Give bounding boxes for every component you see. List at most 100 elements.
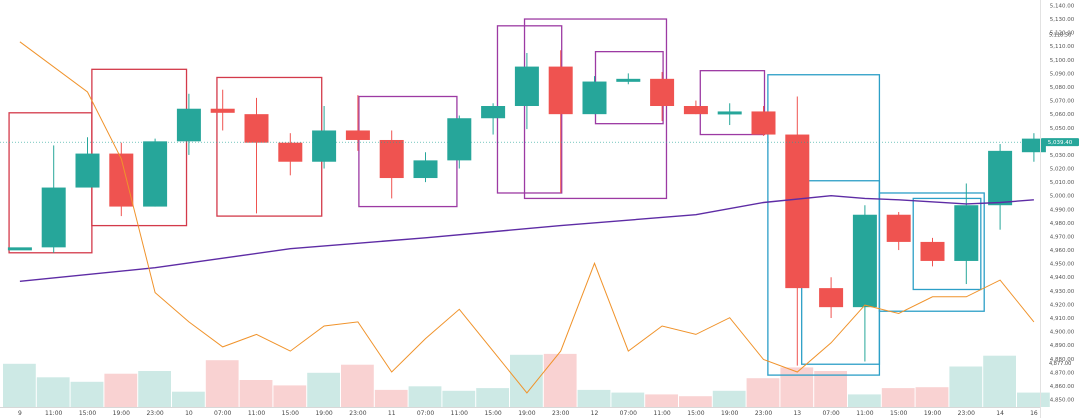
- y-tick-label: 5,120.00: [1050, 31, 1075, 37]
- highlight-box: [358, 95, 458, 208]
- x-tick-label: 19:00: [518, 410, 535, 417]
- volume-bar: [205, 360, 239, 407]
- x-tick-label: 14: [996, 410, 1004, 417]
- x-tick-label: 23:00: [958, 410, 975, 417]
- y-tick-label: 4,870.00: [1050, 370, 1075, 376]
- volume-bar: [510, 354, 543, 407]
- candle-body: [7, 247, 32, 251]
- y-tick-label: 5,010.00: [1050, 180, 1075, 186]
- x-tick-label: 15:00: [890, 410, 907, 417]
- volume-bar: [36, 377, 70, 407]
- volume-bar: [172, 391, 205, 407]
- y-tick-label: 5,050.00: [1050, 126, 1075, 132]
- volume-bar: [645, 394, 678, 407]
- side-label-high: 5,118.50: [1049, 33, 1071, 39]
- volume-bar: [746, 378, 780, 407]
- candle-body: [312, 130, 337, 162]
- y-tick-label: 5,070.00: [1050, 99, 1075, 105]
- x-tick-label: 07:00: [417, 410, 434, 417]
- candle-body: [41, 187, 66, 248]
- y-tick-label: 4,900.00: [1050, 330, 1075, 336]
- x-tick-label: 23:00: [146, 410, 163, 417]
- x-tick-label: 19:00: [924, 410, 941, 417]
- x-tick-label: 07:00: [822, 410, 839, 417]
- x-tick-label: 19:00: [315, 410, 332, 417]
- candle-body: [988, 150, 1013, 206]
- x-tick-label: 23:00: [755, 410, 772, 417]
- candle-body: [345, 130, 370, 140]
- volume-bar: [543, 353, 577, 407]
- highlight-box: [91, 68, 188, 227]
- price-tag-label: 5,039.40: [1048, 140, 1073, 146]
- moving-average-line: [19, 194, 1034, 282]
- x-tick-label: 15:00: [687, 410, 704, 417]
- x-tick-label: 07:00: [620, 410, 637, 417]
- x-tick-label: 16: [1030, 410, 1038, 417]
- y-tick-label: 4,990.00: [1050, 207, 1075, 213]
- x-tick-label: 15:00: [484, 410, 501, 417]
- volume-bar: [3, 363, 36, 407]
- x-tick-label: 23:00: [349, 410, 366, 417]
- candle-body: [143, 141, 168, 207]
- volume-bar: [70, 381, 104, 407]
- y-tick-label: 5,060.00: [1050, 112, 1075, 118]
- x-tick-label: 23:00: [552, 410, 569, 417]
- candle-body: [920, 241, 945, 261]
- candle-body: [819, 288, 844, 308]
- x-tick-label: 11: [388, 410, 396, 417]
- y-tick-label: 4,980.00: [1050, 221, 1075, 227]
- volume-bar: [408, 386, 442, 407]
- highlight-box: [699, 70, 766, 136]
- y-tick-label: 5,090.00: [1050, 71, 1075, 77]
- x-tick-label: 11:00: [856, 410, 873, 417]
- volume-layer: [3, 353, 1050, 407]
- x-tick-label: 9: [18, 410, 22, 417]
- candle-body: [278, 142, 303, 162]
- volume-bar: [915, 387, 949, 407]
- x-tick-label: 13: [793, 410, 801, 417]
- candle-body: [109, 153, 134, 207]
- price-tag: [1041, 138, 1079, 147]
- candle-body: [650, 78, 675, 107]
- y-tick-label: 4,920.00: [1050, 302, 1075, 308]
- candle-body: [481, 106, 506, 119]
- x-tick-label: 19:00: [721, 410, 738, 417]
- candle-body: [751, 111, 776, 135]
- y-tick-label: 5,020.00: [1050, 167, 1075, 173]
- volume-bar: [374, 389, 408, 407]
- x-tick-label: 11:00: [45, 410, 62, 417]
- candle-body: [886, 214, 911, 242]
- y-tick-label: 4,940.00: [1050, 275, 1075, 281]
- volume-bar: [442, 390, 476, 407]
- y-tick-label: 5,140.00: [1050, 3, 1075, 9]
- highlight-box: [216, 76, 323, 217]
- indicator-lines-layer: [19, 41, 1035, 394]
- volume-bar: [983, 355, 1016, 407]
- y-tick-label: 4,970.00: [1050, 234, 1075, 240]
- candle-body: [514, 66, 539, 107]
- y-tick-label: 4,850.00: [1050, 398, 1075, 404]
- candle-body: [1021, 138, 1046, 153]
- y-tick-label: 4,950.00: [1050, 262, 1075, 268]
- volume-bar: [814, 371, 847, 407]
- y-tick-label: 5,030.00: [1050, 153, 1075, 159]
- volume-bar: [712, 390, 746, 407]
- y-tick-label: 4,860.00: [1050, 384, 1075, 390]
- candle-body: [210, 108, 235, 113]
- x-tick-label: 12: [591, 410, 599, 417]
- candle-body: [447, 118, 472, 161]
- volume-bar: [138, 371, 171, 407]
- volume-bar: [881, 388, 915, 407]
- candle-body: [852, 214, 877, 308]
- candle-body: [548, 66, 573, 115]
- y-tick-label: 4,890.00: [1050, 343, 1075, 349]
- highlight-box: [878, 192, 985, 312]
- y-tick-label: 4,910.00: [1050, 316, 1075, 322]
- y-tick-label: 5,130.00: [1050, 17, 1075, 23]
- side-label-low: 4,877.00: [1049, 361, 1071, 367]
- x-tick-label: 15:00: [282, 410, 299, 417]
- candle-body: [683, 106, 708, 115]
- candle-body: [379, 139, 404, 179]
